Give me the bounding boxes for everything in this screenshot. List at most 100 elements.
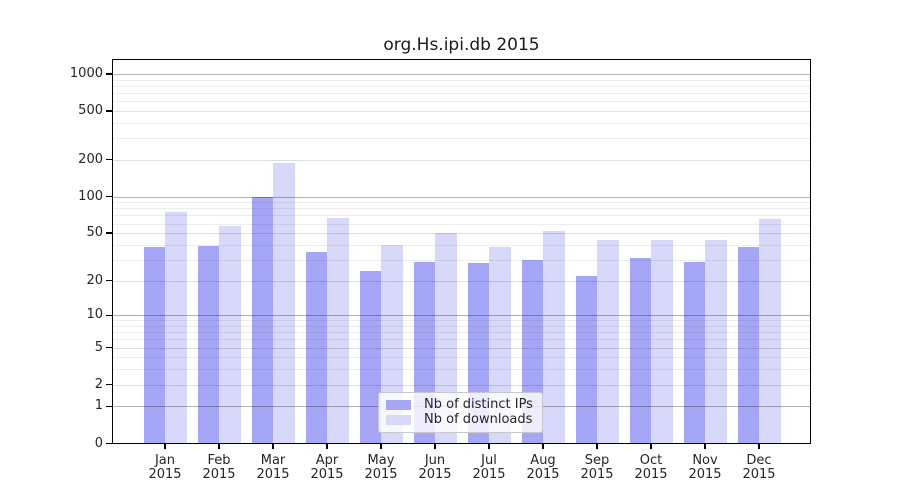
y-tick <box>106 159 112 161</box>
y-gridline-minor <box>113 325 810 327</box>
legend-swatch-distinct-ips-icon <box>386 400 411 410</box>
y-gridline-major <box>113 196 810 198</box>
x-tick-label-nov: Nov 2015 <box>688 453 722 482</box>
x-tick-label-oct: Oct 2015 <box>634 453 668 482</box>
x-tick-label-dec: Dec 2015 <box>742 453 776 482</box>
bar-distinct-ips-feb <box>197 246 219 443</box>
grid-layer <box>113 60 810 443</box>
y-gridline-minor <box>113 202 810 204</box>
y-tick <box>106 279 112 282</box>
y-gridline-minor <box>113 92 810 94</box>
legend: Nb of distinct IPs Nb of downloads <box>378 392 543 433</box>
y-tick-label: 5 <box>94 339 103 355</box>
legend-label-downloads: Nb of downloads <box>424 412 533 427</box>
y-gridline <box>113 233 810 235</box>
bar-distinct-ips-apr <box>305 251 327 443</box>
bar-downloads-dec <box>759 219 781 443</box>
y-gridline <box>113 347 810 349</box>
bottom-spine <box>111 443 812 445</box>
bar-downloads-nov <box>705 239 727 443</box>
x-tick <box>164 444 166 450</box>
x-tick <box>542 444 544 450</box>
x-tick-label-apr: Apr 2015 <box>310 453 344 482</box>
y-tick <box>106 110 112 112</box>
y-tick <box>106 232 112 234</box>
y-gridline <box>113 280 810 282</box>
y-gridline <box>113 110 810 112</box>
y-gridline-minor <box>113 369 810 371</box>
x-tick-label-mar: Mar 2015 <box>256 453 290 482</box>
y-gridline-minor <box>113 320 810 322</box>
bar-distinct-ips-sep <box>575 275 597 443</box>
x-tick <box>218 444 220 450</box>
y-tick <box>106 346 112 349</box>
legend-label-distinct-ips: Nb of distinct IPs <box>424 397 533 412</box>
y-gridline-minor <box>113 208 810 210</box>
y-gridline-major <box>113 315 810 317</box>
y-gridline-minor <box>113 244 810 246</box>
bar-downloads-apr <box>327 217 349 443</box>
y-tick-label: 20 <box>86 272 103 288</box>
plot-area <box>113 60 810 443</box>
bar-distinct-ips-oct <box>629 258 651 443</box>
x-tick <box>272 444 274 450</box>
y-gridline-minor <box>113 215 810 217</box>
bar-distinct-ips-jan <box>143 247 165 443</box>
bar-downloads-oct <box>651 239 673 443</box>
y-gridline-minor <box>113 85 810 87</box>
y-gridline-minor <box>113 138 810 140</box>
x-tick <box>596 444 598 450</box>
y-gridline <box>113 384 810 386</box>
bar-distinct-ips-mar <box>251 196 273 443</box>
y-tick <box>106 405 112 408</box>
legend-item-distinct-ips: Nb of distinct IPs <box>386 398 536 412</box>
y-gridline-minor <box>113 122 810 124</box>
x-tick <box>758 444 760 450</box>
bar-distinct-ips-may <box>359 271 381 443</box>
y-tick <box>106 73 112 75</box>
x-tick <box>650 444 652 450</box>
y-tick-label: 100 <box>78 188 103 204</box>
y-gridline-minor <box>113 332 810 334</box>
y-gridline-minor <box>113 339 810 341</box>
bar-downloads-sep <box>597 239 619 443</box>
chart-title: org.Hs.ipi.db 2015 <box>383 35 540 55</box>
x-tick-label-jun: Jun 2015 <box>418 453 452 482</box>
y-tick-label: 1000 <box>69 65 103 81</box>
y-gridline-major <box>113 73 810 75</box>
x-tick <box>380 444 382 450</box>
x-tick <box>704 444 706 450</box>
y-tick-label: 0 <box>94 435 103 451</box>
y-tick-label: 50 <box>86 225 103 241</box>
y-tick-label: 1 <box>94 398 103 414</box>
bar-downloads-aug <box>543 231 565 443</box>
y-tick <box>106 195 112 198</box>
x-tick <box>434 444 436 450</box>
y-gridline-minor <box>113 357 810 359</box>
bar-distinct-ips-dec <box>737 247 759 443</box>
y-gridline-minor <box>113 79 810 81</box>
y-tick-label: 10 <box>86 307 103 323</box>
legend-swatch-downloads-icon <box>386 415 411 425</box>
x-tick-label-may: May 2015 <box>364 453 398 482</box>
x-tick <box>326 444 328 450</box>
x-tick-label-jan: Jan 2015 <box>148 453 182 482</box>
y-gridline <box>113 159 810 161</box>
x-tick-label-feb: Feb 2015 <box>202 453 236 482</box>
bar-downloads-jun <box>435 233 457 443</box>
x-tick-label-jul: Jul 2015 <box>472 453 506 482</box>
x-tick-label-aug: Aug 2015 <box>526 453 560 482</box>
bar-downloads-jan <box>165 211 187 443</box>
legend-item-downloads: Nb of downloads <box>386 413 536 427</box>
right-spine <box>810 60 812 443</box>
y-tick-label: 200 <box>78 151 103 167</box>
y-gridline-minor <box>113 101 810 103</box>
x-tick-label-sep: Sep 2015 <box>580 453 614 482</box>
x-tick <box>488 444 490 450</box>
y-gridline-minor <box>113 259 810 261</box>
y-tick <box>106 314 112 316</box>
bar-downloads-mar <box>273 163 295 443</box>
bar-downloads-feb <box>219 226 241 443</box>
y-tick <box>106 384 112 386</box>
